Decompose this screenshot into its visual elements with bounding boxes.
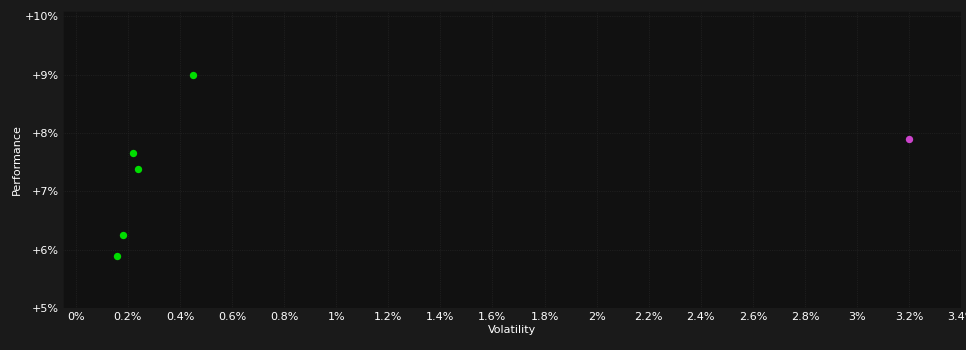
Point [185, 72, 201, 77]
Point [110, 253, 126, 258]
Point [901, 136, 917, 142]
Point [126, 150, 141, 156]
Point [115, 232, 130, 238]
X-axis label: Volatility: Volatility [488, 325, 536, 335]
Point [130, 166, 146, 172]
Y-axis label: Performance: Performance [12, 124, 22, 195]
